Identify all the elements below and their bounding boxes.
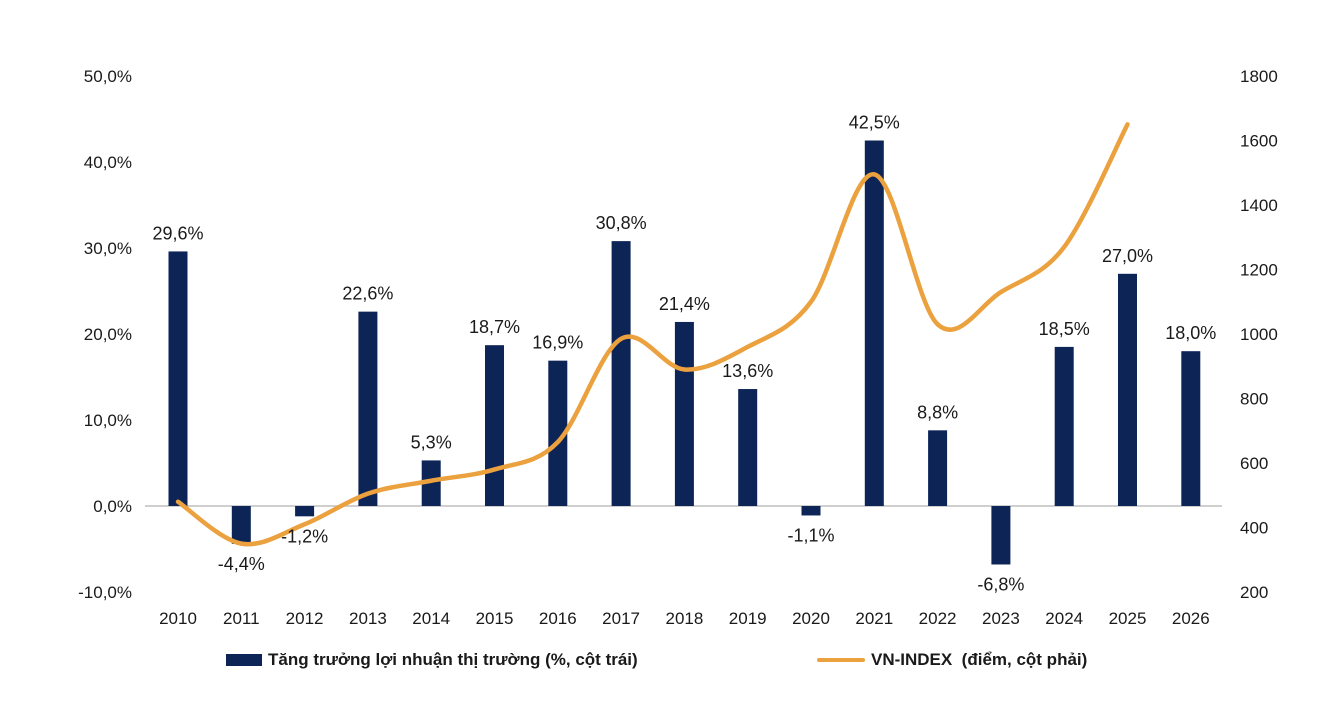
x-tick-label: 2019 [729, 609, 767, 628]
right-tick-label: 1200 [1240, 261, 1278, 280]
left-tick-label: 10,0% [84, 411, 132, 430]
right-tick-label: 1800 [1240, 67, 1278, 86]
bar-label-2014: 5,3% [411, 432, 452, 452]
x-tick-label: 2012 [286, 609, 324, 628]
bar-label-2025: 27,0% [1102, 246, 1153, 266]
bar-label-2022: 8,8% [917, 402, 958, 422]
bar-label-2010: 29,6% [152, 223, 203, 243]
bar-label-2021: 42,5% [849, 113, 900, 133]
bar-2019 [738, 389, 758, 506]
bar-series [168, 140, 1201, 565]
bar-2016 [548, 360, 568, 506]
bar-2026 [1181, 351, 1201, 506]
vn-index-line [175, 122, 1130, 547]
bar-label-2023: -6,8% [977, 574, 1024, 594]
bar-label-2020: -1,1% [787, 525, 834, 545]
x-tick-label: 2022 [919, 609, 957, 628]
x-tick-label: 2013 [349, 609, 387, 628]
left-tick-label: 20,0% [84, 325, 132, 344]
bar-label-2019: 13,6% [722, 361, 773, 381]
x-tick-label: 2016 [539, 609, 577, 628]
bar-label-2013: 22,6% [342, 284, 393, 304]
x-tick-label: 2017 [602, 609, 640, 628]
bar-2014 [421, 460, 441, 506]
right-tick-label: 800 [1240, 390, 1268, 409]
bar-2011 [231, 506, 251, 544]
x-tick-label: 2025 [1109, 609, 1147, 628]
bar-label-2015: 18,7% [469, 317, 520, 337]
x-tick-label: 2026 [1172, 609, 1210, 628]
left-tick-label: 0,0% [93, 497, 132, 516]
right-tick-label: 600 [1240, 454, 1268, 473]
bar-2024 [1054, 346, 1074, 506]
right-tick-label: 400 [1240, 519, 1268, 538]
legend-line-label: VN-INDEX (điểm, cột phải) [871, 650, 1088, 669]
right-tick-label: 1600 [1240, 132, 1278, 151]
bar-2023 [991, 506, 1011, 565]
bar-2010 [168, 251, 188, 506]
bar-2018 [674, 321, 694, 506]
right-tick-label: 200 [1240, 583, 1268, 602]
x-tick-label: 2010 [159, 609, 197, 628]
bar-label-2016: 16,9% [532, 333, 583, 353]
x-tick-label: 2023 [982, 609, 1020, 628]
left-tick-label: 30,0% [84, 239, 132, 258]
bar-label-2026: 18,0% [1165, 323, 1216, 343]
legend-bar: Tăng trưởng lợi nhuận thị trường (%, cột… [226, 650, 638, 670]
x-tick-label: 2011 [223, 609, 260, 628]
bar-label-2011: -4,4% [218, 554, 265, 574]
legend-line-swatch [817, 658, 865, 662]
left-tick-label: 50,0% [84, 67, 132, 86]
legend-line: VN-INDEX (điểm, cột phải) [817, 650, 1087, 670]
x-tick-label: 2024 [1045, 609, 1083, 628]
x-tick-label: 2018 [665, 609, 703, 628]
bar-2012 [295, 506, 315, 517]
bar-2013 [358, 311, 378, 506]
bar-2021 [864, 140, 884, 506]
legend-bar-swatch [226, 654, 262, 666]
x-tick-label: 2014 [412, 609, 450, 628]
bar-2020 [801, 506, 821, 516]
bar-2025 [1118, 273, 1137, 506]
bar-2015 [485, 345, 504, 506]
legend-bar-label: Tăng trưởng lợi nhuận thị trường (%, cột… [268, 650, 638, 669]
bar-2017 [611, 241, 631, 506]
bar-2022 [928, 430, 948, 506]
bar-label-2024: 18,5% [1039, 319, 1090, 339]
left-tick-label: -10,0% [78, 583, 132, 602]
right-tick-label: 1000 [1240, 325, 1278, 344]
x-tick-label: 2015 [476, 609, 514, 628]
right-axis: 1800 1600 1400 1200 1000 800 600 400 200 [1240, 67, 1278, 602]
bar-label-2018: 21,4% [659, 294, 710, 314]
bar-label-2012: -1,2% [281, 526, 328, 546]
left-tick-label: 40,0% [84, 153, 132, 172]
right-tick-label: 1400 [1240, 196, 1278, 215]
x-tick-label: 2020 [792, 609, 830, 628]
x-axis: 2010 2011 2012 2013 2014 2015 2016 2017 2018 2019… [159, 609, 1210, 628]
left-axis: 50,0% 40,0% 30,0% 20,0% 10,0% 0,0% -10,0% [78, 67, 132, 602]
bar-data-labels: 29,6% -4,4% -1,2% 22,6% 5,3% 18,7% 16,9% 30,8% 2… [152, 113, 1216, 595]
bar-label-2017: 30,8% [596, 213, 647, 233]
x-tick-label: 2021 [855, 609, 893, 628]
